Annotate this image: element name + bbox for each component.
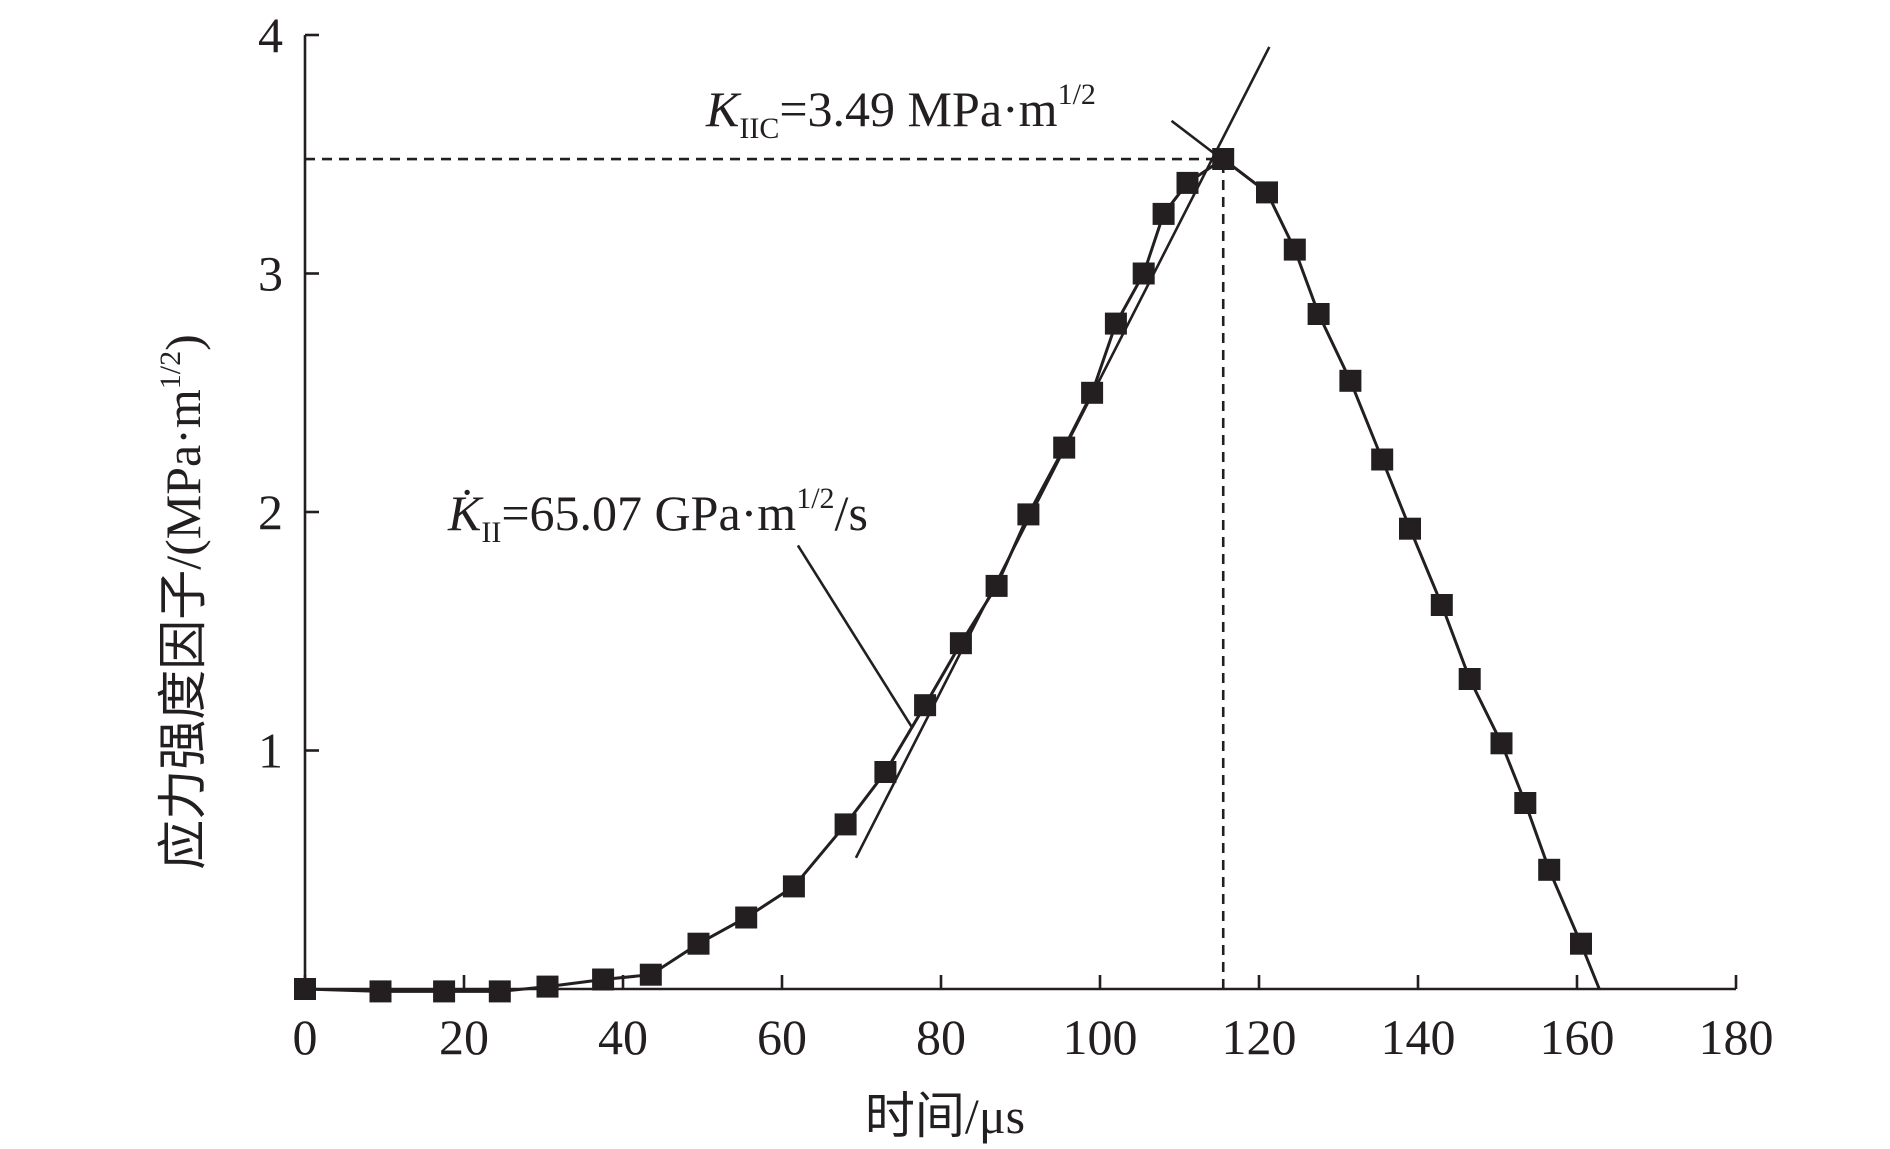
data-point [1053,436,1076,459]
data-point [1152,202,1175,225]
kii-rate-suffix: /s [835,485,868,541]
y-tick-label: 2 [258,484,283,540]
data-point [1399,517,1421,540]
x-axis-title: 时间/μs [865,1088,1025,1144]
data-point [1307,303,1330,325]
data-point [1104,312,1127,335]
data-point [1570,932,1592,955]
data-point [433,980,456,1003]
data-point [1132,262,1155,285]
data-point [1283,238,1306,261]
kiic-leader-line [1170,119,1217,156]
x-tick-label: 80 [916,1009,966,1065]
data-point [949,632,972,655]
data-point [488,980,511,1003]
reference-lines [305,157,1225,989]
data-point [782,875,805,898]
kiic-subscript: IIC [739,112,779,145]
marker-layer [294,148,1592,1003]
data-point [592,968,615,991]
x-tick-label: 0 [293,1009,318,1065]
series-line [297,157,1601,993]
data-point [874,761,897,783]
data-point [687,932,710,955]
kiic-superscript: 1/2 [1058,78,1096,111]
kii-rate-value: =65.07 GPa·m [501,485,796,541]
annotation-layer: KIIC=3.49 MPa·m1/2 K̇II=65.07 GPa·m1/2/s [447,78,1217,728]
x-tick-label: 180 [1699,1009,1774,1065]
data-point [1371,448,1394,471]
data-point [1490,732,1513,755]
data-point [639,963,662,986]
data-point [1212,148,1235,170]
kii-rate-leader-line [796,544,913,728]
kii-rate-subscript: II [481,516,501,549]
kii-rate-symbol: K̇ [447,485,484,541]
x-tick-label: 20 [439,1009,489,1065]
y-axis-title-superscript: 1/2 [154,351,187,389]
data-point [834,813,857,836]
kii-rate-annotation: K̇II=65.07 GPa·m1/2/s [447,482,868,549]
data-point [1458,668,1481,690]
y-tick-label: 3 [258,246,283,302]
data-point [536,975,559,998]
data-point [914,694,937,717]
x-tick-label: 60 [757,1009,807,1065]
kiic-value: =3.49 MPa·m [779,81,1057,137]
tick-layer: 0 20 40 60 80 100 120 140 160 180 1 2 3 4 [258,7,1774,1065]
data-point [1339,369,1362,392]
y-axis-title-main: 应力强度因子/(MPa·m [155,389,211,870]
data-point [735,906,758,929]
data-point [1176,171,1199,194]
x-tick-label: 100 [1063,1009,1138,1065]
y-tick-label: 4 [258,7,283,63]
data-point [1538,858,1561,881]
data-point [985,574,1008,597]
data-point [369,980,392,1003]
kiic-symbol: K [705,81,742,137]
y-tick-label: 1 [258,723,283,779]
x-tick-label: 40 [598,1009,648,1065]
x-tick-label: 120 [1222,1009,1297,1065]
series-layer [297,157,1601,993]
data-point [1514,792,1537,814]
kiic-annotation: KIIC=3.49 MPa·m1/2 [705,78,1096,145]
y-axis-title: 应力强度因子/(MPa·m1/2) [154,334,211,870]
data-point [1256,181,1278,204]
x-tick-label: 140 [1381,1009,1456,1065]
data-point [1430,594,1453,616]
x-tick-label: 160 [1540,1009,1615,1065]
y-axis-title-close: ) [155,334,211,351]
data-point [1081,381,1104,404]
kii-rate-superscript: 1/2 [796,482,834,515]
data-point [1017,503,1040,526]
